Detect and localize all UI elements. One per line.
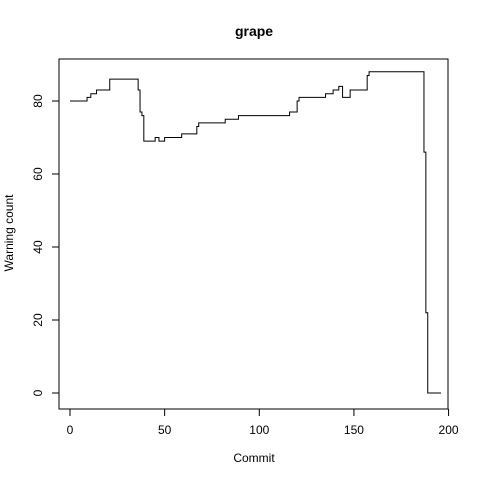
chart-title: grape xyxy=(235,23,273,39)
x-axis-label: Commit xyxy=(233,451,275,465)
x-tick-label: 200 xyxy=(439,423,459,437)
y-tick-label: 80 xyxy=(31,94,45,108)
y-axis-label: Warning count xyxy=(2,194,16,272)
y-tick-label: 20 xyxy=(31,313,45,327)
plot-frame xyxy=(58,58,449,410)
series-line xyxy=(70,71,441,394)
y-tick-label: 0 xyxy=(31,389,45,396)
x-tick-label: 100 xyxy=(249,423,269,437)
x-tick-label: 50 xyxy=(158,423,172,437)
y-tick-label: 40 xyxy=(31,240,45,254)
x-tick-label: 0 xyxy=(67,423,74,437)
x-axis: 0 50 100 150 200 xyxy=(67,408,459,437)
y-axis: 0 20 40 60 80 xyxy=(31,94,60,396)
x-tick-label: 150 xyxy=(344,423,364,437)
y-tick-label: 60 xyxy=(31,167,45,181)
